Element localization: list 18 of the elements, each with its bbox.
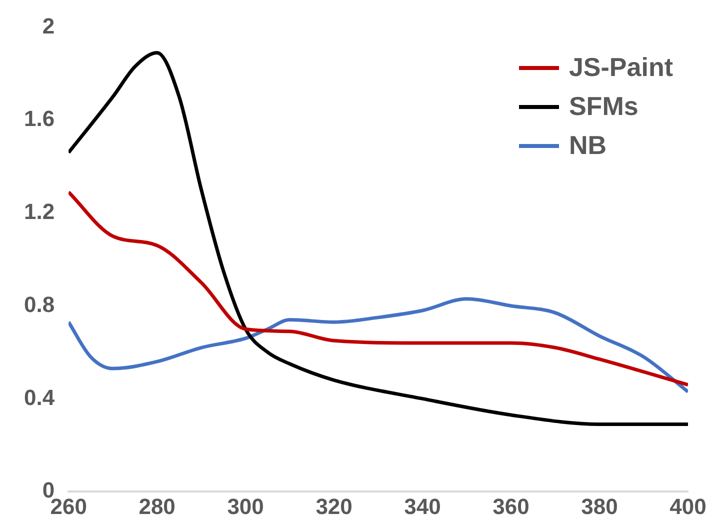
x-tick-label: 300 [227, 494, 264, 519]
line-series [68, 50, 688, 426]
y-tick-label: 1.6 [24, 106, 55, 132]
x-tick-label: 320 [316, 494, 352, 519]
x-tick-label: 280 [138, 494, 176, 519]
legend-label: JS-Paint [568, 52, 673, 83]
y-tick-label: 0.4 [24, 384, 56, 410]
x-tick-label: 340 [404, 494, 441, 519]
y-tick-label: 2 [42, 13, 55, 38]
line-series [68, 297, 688, 394]
y-tick-label: 1.2 [24, 199, 55, 224]
x-tick-label: 400 [670, 494, 706, 519]
x-tick-label: 380 [581, 494, 618, 519]
x-tick-label: 360 [492, 494, 530, 519]
legend-label: NB [568, 130, 607, 161]
line-series [68, 190, 688, 387]
legend-label: SFMs [568, 91, 638, 122]
y-tick-label: 0.8 [24, 292, 55, 317]
